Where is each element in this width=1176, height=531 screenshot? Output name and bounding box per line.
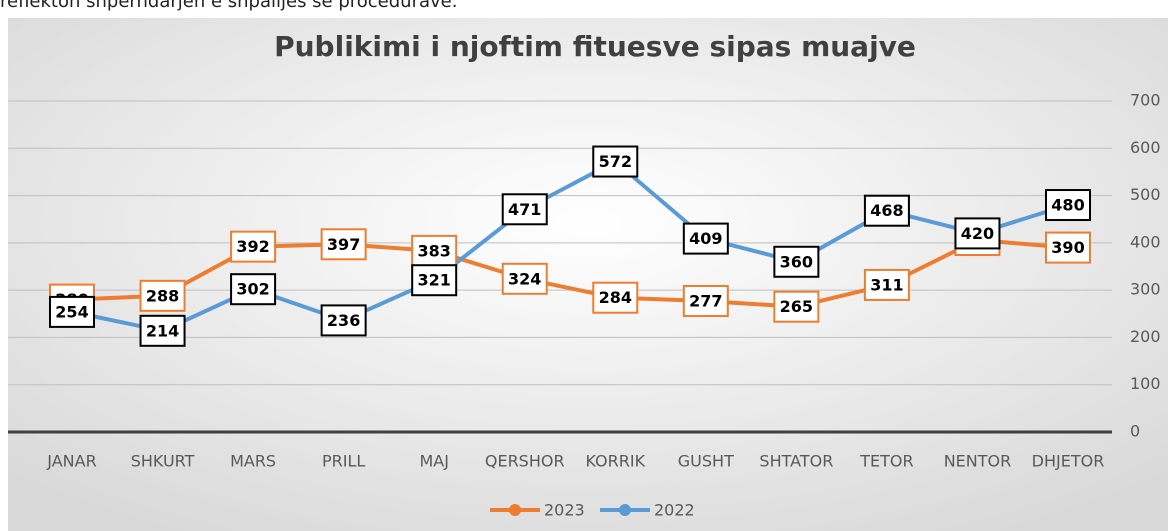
- y-tick-label: 0: [1130, 422, 1140, 441]
- legend-label: 2023: [544, 501, 585, 520]
- data-label: 284: [599, 288, 632, 307]
- data-label: 468: [870, 201, 903, 220]
- data-label: 390: [1051, 238, 1084, 257]
- data-label-box: [592, 145, 639, 178]
- data-label-box: [773, 245, 820, 278]
- data-label: 471: [508, 200, 541, 219]
- data-label-box: [230, 273, 277, 306]
- data-label-box: [592, 281, 639, 314]
- data-label: 302: [236, 280, 269, 299]
- y-tick-label: 500: [1130, 185, 1161, 204]
- data-label: 572: [599, 152, 632, 171]
- data-label-box: [49, 295, 95, 328]
- data-label: 265: [780, 297, 813, 316]
- data-label-box: [411, 264, 458, 297]
- y-tick-label: 200: [1130, 327, 1161, 346]
- data-label-box: [320, 228, 367, 261]
- data-label-box: [1045, 231, 1091, 264]
- y-tick-label: 300: [1130, 280, 1161, 299]
- x-tick-label: GUSHT: [678, 452, 734, 471]
- y-tick-label: 700: [1130, 91, 1161, 110]
- data-label: 214: [146, 321, 179, 340]
- legend-label: 2022: [654, 501, 695, 520]
- data-label-box: [501, 262, 548, 295]
- data-label-box: [863, 268, 910, 301]
- data-label: 236: [327, 311, 360, 330]
- data-label-box: [230, 230, 277, 263]
- x-tick-label: NENTOR: [944, 452, 1012, 471]
- data-label-box: [682, 222, 729, 255]
- data-label-box: [501, 193, 548, 226]
- data-label: 321: [417, 271, 450, 290]
- data-label: 480: [1051, 196, 1084, 215]
- data-label-box: [320, 304, 367, 337]
- data-label: 311: [870, 275, 903, 294]
- y-tick-label: 400: [1130, 232, 1161, 251]
- data-label: 360: [780, 252, 813, 271]
- data-label-box: [1045, 189, 1091, 222]
- x-tick-label: QERSHOR: [485, 452, 565, 471]
- data-label-box: [139, 279, 186, 312]
- data-label: 420: [961, 224, 994, 243]
- x-tick-label: JANAR: [46, 452, 96, 471]
- x-tick-label: SHTATOR: [759, 452, 833, 471]
- data-label: 392: [236, 237, 269, 256]
- data-label: 324: [508, 269, 541, 288]
- data-label-box: [139, 314, 186, 347]
- x-tick-label: SHKURT: [131, 452, 195, 471]
- x-tick-label: DHJETOR: [1032, 452, 1105, 471]
- x-tick-label: MARS: [230, 452, 276, 471]
- data-label: 383: [417, 241, 450, 260]
- chart-title: Publikimi i njoftim fituesve sipas muajv…: [274, 30, 916, 63]
- data-label: 409: [689, 229, 722, 248]
- data-label-box: [682, 285, 729, 318]
- data-label-box: [773, 290, 820, 323]
- x-tick-label: PRILL: [322, 452, 365, 471]
- caption: reflekton shpërndarjen e shpalljes së pr…: [0, 0, 458, 12]
- data-label: 277: [689, 292, 722, 311]
- y-tick-label: 600: [1130, 138, 1161, 157]
- data-label-box: [863, 194, 910, 227]
- x-tick-label: KORRIK: [585, 452, 645, 471]
- legend-marker: [509, 504, 521, 516]
- data-label: 254: [55, 302, 88, 321]
- x-tick-label: MAJ: [419, 452, 448, 471]
- legend-marker: [619, 504, 631, 516]
- y-tick-label: 100: [1130, 374, 1161, 393]
- x-tick-label: TETOR: [859, 452, 913, 471]
- data-label-box: [954, 217, 1001, 250]
- data-label: 397: [327, 235, 360, 254]
- data-label: 288: [146, 286, 179, 305]
